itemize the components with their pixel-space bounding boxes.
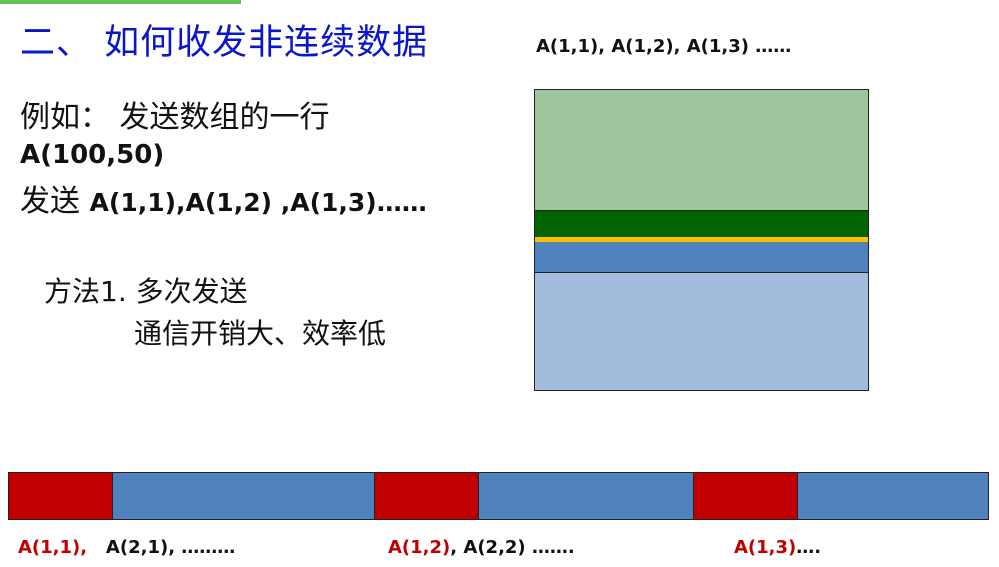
strip-segment-other	[479, 473, 694, 519]
top-sequence-label: A(1,1), A(1,2), A(1,3) ……	[536, 36, 792, 57]
caption-1-selected: A(1,1),	[18, 537, 88, 558]
strip-segment-selected	[375, 473, 479, 519]
caption-3-selected: A(1,3)	[734, 537, 797, 558]
matrix-lower-block	[535, 272, 868, 390]
caption-2-other: , A(2,2) …….	[450, 537, 575, 558]
strip-segment-selected	[9, 473, 113, 519]
method-line-2: 通信开销大、效率低	[134, 317, 387, 350]
matrix-upper-block	[535, 90, 868, 210]
matrix-middle-band	[535, 242, 868, 272]
method-line-1: 方法1. 多次发送	[44, 275, 248, 308]
example-send-prefix: 发送	[20, 184, 90, 219]
matrix-diagram	[534, 89, 869, 391]
example-send-values: A(1,1),A(1,2) ,A(1,3)……	[89, 188, 427, 217]
memory-strip	[8, 472, 989, 520]
strip-segment-other	[798, 473, 988, 519]
caption-1-other: A(2,1), ………	[105, 537, 236, 558]
caption-group-1: A(1,1), A(2,1), ………	[18, 537, 235, 558]
caption-group-3: A(1,3)….	[734, 537, 821, 558]
matrix-highlight-line	[535, 237, 868, 242]
example-array: A(100,50)	[20, 140, 165, 170]
caption-group-2: A(1,2), A(2,2) …….	[388, 537, 575, 558]
strip-segment-selected	[694, 473, 798, 519]
caption-2-selected: A(1,2)	[388, 537, 451, 558]
slide-title: 二、 如何收发非连续数据	[20, 23, 429, 63]
caption-3-other: ….	[796, 537, 822, 558]
matrix-selected-row	[535, 210, 868, 238]
example-line: 例如： 发送数组的一行	[20, 100, 330, 135]
accent-line	[0, 0, 241, 4]
example-send-line: 发送 A(1,1),A(1,2) ,A(1,3)……	[20, 176, 427, 220]
strip-segment-other	[113, 473, 375, 519]
